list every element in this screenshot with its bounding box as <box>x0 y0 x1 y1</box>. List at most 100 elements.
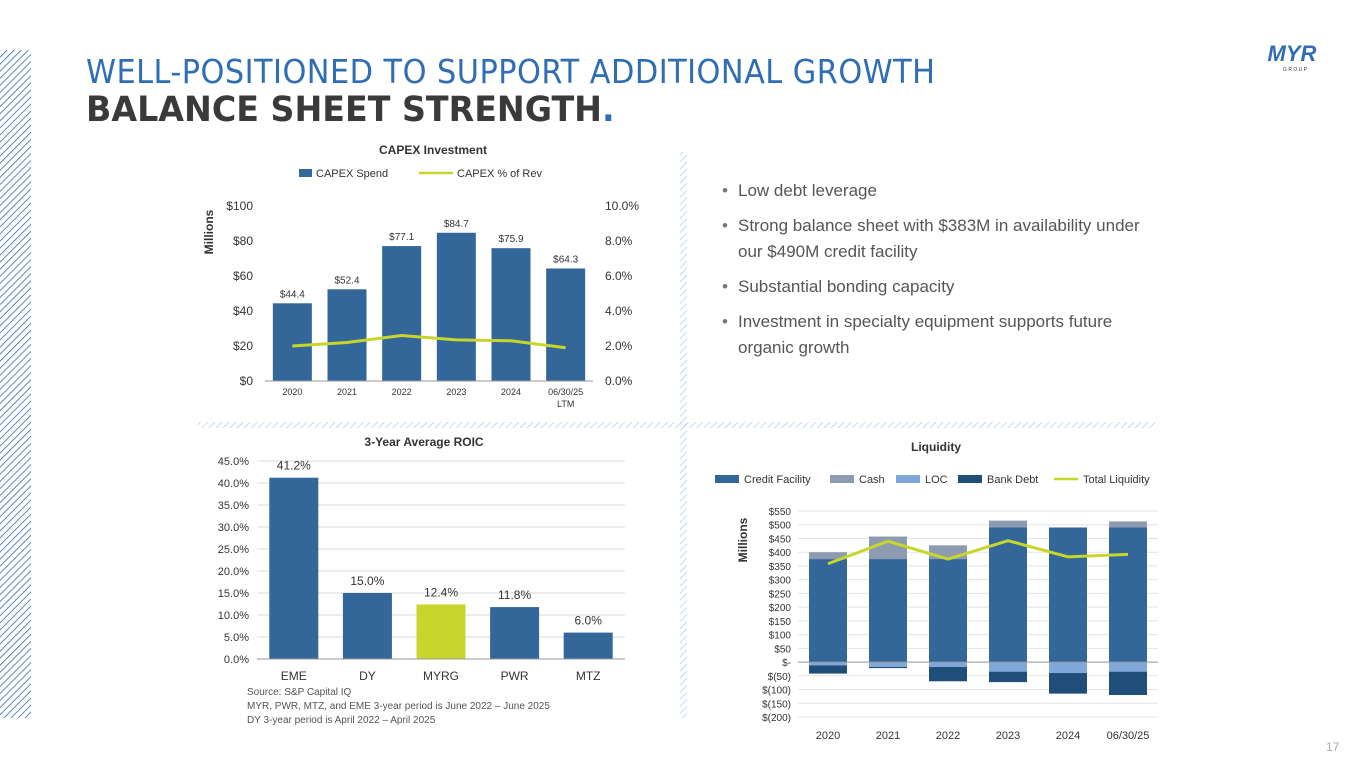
liq-legend-swatch <box>830 475 854 483</box>
roic-bar <box>269 477 319 659</box>
liquidity-title: Liquidity <box>911 440 961 454</box>
capex-xtick: 2021 <box>337 387 357 397</box>
liq-ytick: $(200) <box>762 713 791 724</box>
liq-bar-segment <box>989 662 1027 672</box>
capex-bar <box>436 232 476 381</box>
bullet-item: Substantial bonding capacity <box>722 274 1142 300</box>
roic-ytick: 20.0% <box>218 566 249 578</box>
liq-bar-segment <box>809 559 847 663</box>
roic-data-label: 12.4% <box>424 585 458 599</box>
roic-ytick: 45.0% <box>218 456 249 468</box>
liq-bar-segment <box>929 667 967 682</box>
svg-text:G R O U P: G R O U P <box>1283 67 1308 73</box>
liq-xtick: 2020 <box>816 730 840 742</box>
horizontal-divider <box>198 422 1156 428</box>
liq-bar-segment <box>1109 671 1147 696</box>
source-notes: Source: S&P Capital IQ MYR, PWR, MTZ, an… <box>247 686 550 728</box>
roic-ytick: 15.0% <box>218 588 249 600</box>
capex-ylabel: Millions <box>202 209 216 254</box>
capex-chart: CAPEX Investment CAPEX Spend CAPEX % of … <box>202 143 639 409</box>
roic-data-label: 41.2% <box>277 459 311 473</box>
liq-ytick: $50 <box>774 644 791 655</box>
capex-ytick: $0 <box>240 374 254 388</box>
legend-capex-spend: CAPEX Spend <box>316 168 388 180</box>
roic-data-label: 15.0% <box>350 574 384 588</box>
liq-legend-swatch <box>958 475 982 483</box>
roic-bar <box>563 632 613 659</box>
liq-bar-segment <box>1049 662 1087 674</box>
liq-ytick: $500 <box>769 521 792 532</box>
liq-ytick: $100 <box>769 631 792 642</box>
page-title: WELL-POSITIONED TO SUPPORT ADDITIONAL GR… <box>86 52 936 91</box>
capex-data-label: $84.7 <box>444 219 469 230</box>
roic-chart: 3-Year Average ROIC 0.0% 5.0% 10.0% 15.0% 20… <box>218 435 625 683</box>
capex-data-label: $44.4 <box>280 289 305 300</box>
roic-ytick: 5.0% <box>224 632 249 644</box>
capex-data-label: $75.9 <box>498 234 523 245</box>
capex-pct-line <box>292 333 566 350</box>
source-line: DY 3-year period is April 2022 – April 2… <box>247 715 436 726</box>
capex-xtick: 06/30/25 <box>548 387 583 397</box>
liq-total-line <box>827 539 1129 566</box>
bullet-item: Strong balance sheet with $383M in avail… <box>722 213 1142 265</box>
liq-bar-segment <box>869 662 907 668</box>
roic-ytick: 25.0% <box>218 544 249 556</box>
capex-ytick: $80 <box>233 234 253 248</box>
liq-ytick: $(100) <box>762 686 791 697</box>
roic-bar <box>416 604 466 659</box>
capex-y2tick: 10.0% <box>605 199 639 213</box>
liq-legend-label: Cash <box>859 474 885 486</box>
liquidity-ylabel: Millions <box>736 517 750 562</box>
liq-bar-segment <box>989 520 1027 528</box>
liq-xtick: 2021 <box>876 730 900 742</box>
myr-logo-icon: MYR G R O U P <box>1268 42 1317 73</box>
roic-data-label: 11.8% <box>498 588 531 602</box>
capex-xtick: 2024 <box>501 387 521 397</box>
bullet-item: Low debt leverage <box>722 178 1142 204</box>
roic-title: 3-Year Average ROIC <box>364 435 484 449</box>
liq-bar-segment <box>989 671 1027 683</box>
liq-bar-segment <box>929 559 967 663</box>
svg-text:MYR: MYR <box>1268 42 1317 66</box>
roic-bar <box>342 593 392 659</box>
liq-legend-swatch <box>715 475 739 483</box>
liquidity-chart: Liquidity Credit Facility Cash LOC Bank Deb… <box>715 440 1158 742</box>
bullet-list: Low debt leverage Strong balance sheet w… <box>722 178 1142 370</box>
liq-bar-segment <box>869 667 907 669</box>
capex-xtick-sub: LTM <box>557 399 574 409</box>
capex-ytick: $60 <box>233 269 253 283</box>
capex-ytick: $40 <box>233 304 253 318</box>
liq-bar-segment <box>1109 662 1147 672</box>
liq-xtick: 2023 <box>996 730 1020 742</box>
liq-ytick: $- <box>782 658 791 669</box>
liq-ytick: $400 <box>769 548 792 559</box>
liq-legend-label: Total Liquidity <box>1083 474 1150 486</box>
capex-data-label: $52.4 <box>334 275 359 286</box>
roic-data-label: 6.0% <box>575 614 603 628</box>
liq-ytick: $(150) <box>762 699 791 710</box>
liq-bar-segment <box>869 536 907 560</box>
liq-xtick: 06/30/25 <box>1107 730 1150 742</box>
source-line: MYR, PWR, MTZ, and EME 3-year period is … <box>247 701 550 712</box>
capex-xtick: 2023 <box>446 387 466 397</box>
liq-bar-segment <box>809 662 847 666</box>
liq-ytick: $(50) <box>768 672 791 683</box>
capex-y2tick: 8.0% <box>605 234 633 248</box>
liq-ytick: $200 <box>769 603 792 614</box>
left-hatch-strip <box>0 50 31 718</box>
roic-ytick: 30.0% <box>218 522 249 534</box>
capex-y2tick: 6.0% <box>605 269 633 283</box>
liq-ytick: $250 <box>769 589 792 600</box>
liq-ytick: $150 <box>769 617 792 628</box>
capex-y2tick: 0.0% <box>605 374 633 388</box>
source-line: Source: S&P Capital IQ <box>247 687 352 698</box>
liq-legend-label: Credit Facility <box>744 474 811 486</box>
legend-swatch-capex-spend <box>299 169 312 177</box>
capex-ytick: $100 <box>226 199 253 213</box>
page-subtitle: BALANCE SHEET STRENGTH. <box>86 90 615 130</box>
liq-bar-segment <box>809 665 847 674</box>
roic-ytick: 35.0% <box>218 500 249 512</box>
liq-bar-segment <box>929 545 967 560</box>
capex-title: CAPEX Investment <box>379 143 487 157</box>
